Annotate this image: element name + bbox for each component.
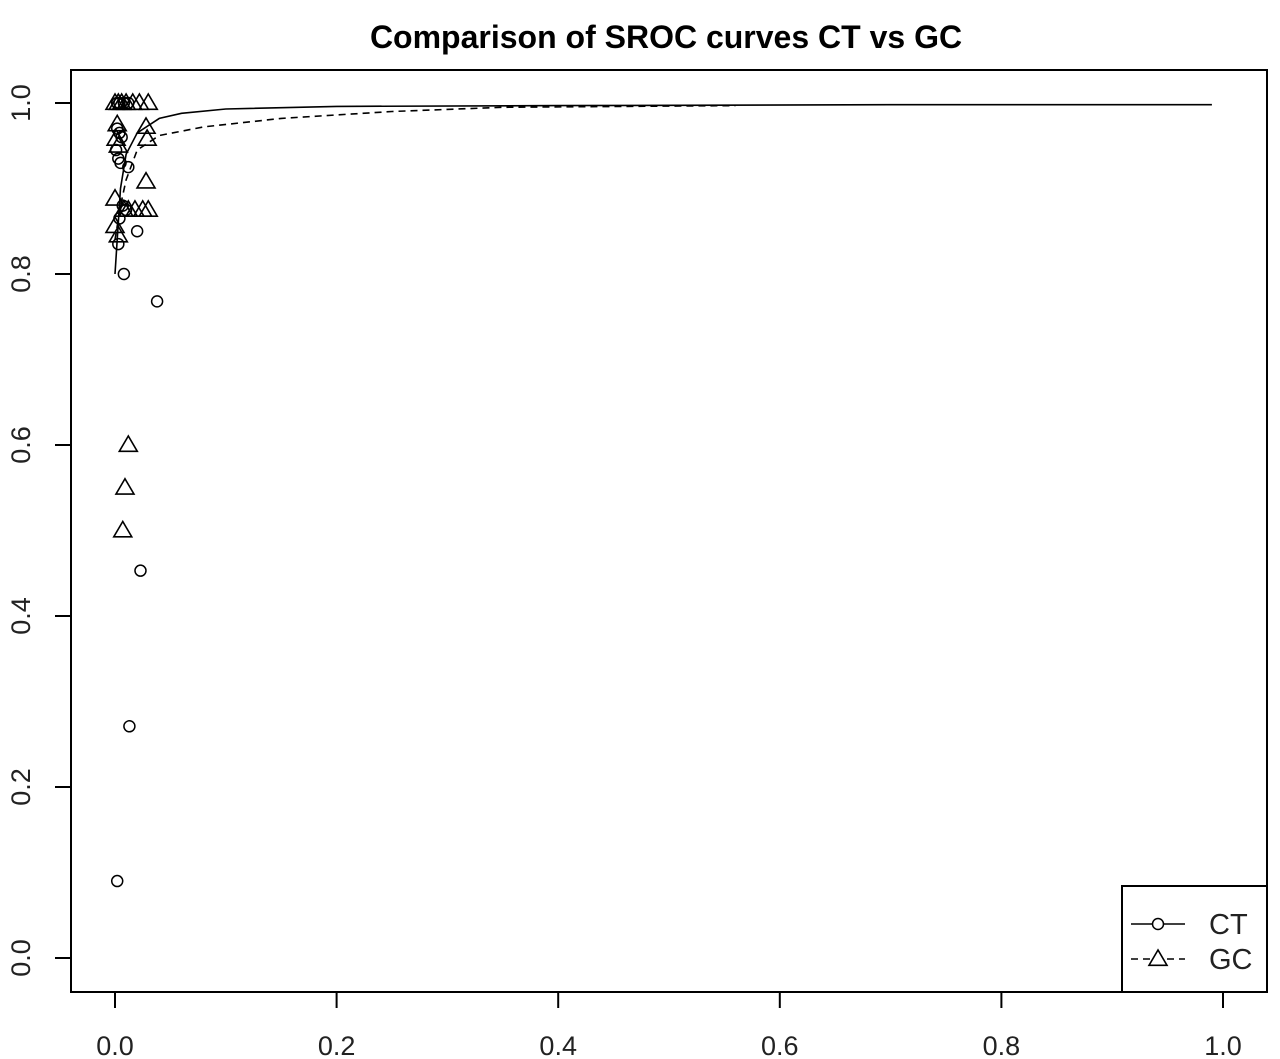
y-tick-label: 0.4 (6, 597, 36, 635)
point-gc (112, 519, 134, 538)
point-gc (137, 92, 159, 111)
legend-marker-gc (1147, 948, 1169, 967)
point-gc (105, 128, 127, 147)
point-ct (117, 267, 131, 281)
x-tick-label: 1.0 (1204, 1031, 1242, 1059)
point-gc (137, 199, 159, 217)
x-tick-label: 0.2 (318, 1031, 356, 1059)
x-tick-label: 0.0 (96, 1031, 134, 1059)
point-gc (136, 128, 158, 147)
x-tick-label: 0.8 (983, 1031, 1021, 1059)
x-tick-label: 0.4 (539, 1031, 577, 1059)
chart-title: Comparison of SROC curves CT vs GC (370, 19, 962, 55)
point-gc (114, 477, 136, 495)
y-tick-label: 0.8 (6, 255, 36, 293)
legend-label-ct: CT (1209, 909, 1248, 941)
point-ct (110, 874, 124, 888)
sroc-curve-ct (114, 103, 1212, 275)
point-ct (123, 720, 136, 733)
point-gc (117, 434, 139, 453)
x-tick-label: 0.6 (761, 1031, 799, 1059)
legend-marker-ct (1151, 917, 1165, 931)
point-gc (107, 135, 129, 153)
point-gc (107, 224, 129, 243)
point-ct (134, 564, 147, 577)
y-tick-label: 0.2 (6, 768, 36, 806)
sroc-curve-gc (114, 104, 736, 240)
point-ct (122, 160, 135, 174)
point-ct (150, 295, 164, 308)
y-tick-label: 0.0 (6, 939, 36, 977)
legend-label-gc: GC (1209, 944, 1253, 976)
point-gc (104, 188, 126, 206)
y-tick-label: 1.0 (6, 84, 36, 122)
point-gc (135, 171, 157, 189)
legend-box (1121, 885, 1268, 993)
point-ct (130, 225, 144, 238)
y-tick-label: 0.6 (6, 426, 36, 464)
point-ct (112, 237, 125, 251)
plot-frame (70, 69, 1268, 993)
